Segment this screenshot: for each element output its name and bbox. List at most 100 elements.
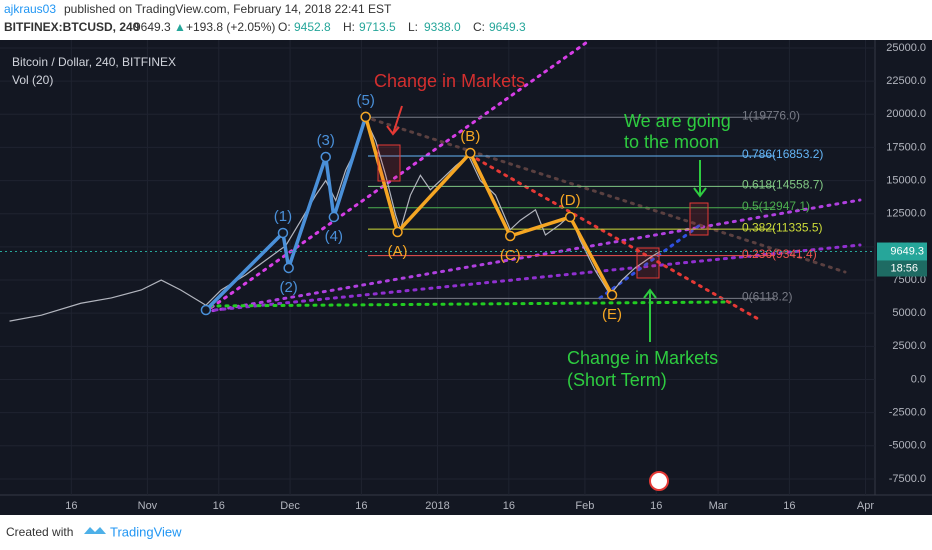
x-tick-label: Feb [575, 500, 594, 512]
footer-text: Created with [6, 525, 73, 539]
x-tick-label: 16 [213, 500, 225, 512]
arrows [386, 105, 707, 342]
x-tick-label: 16 [65, 500, 77, 512]
change: +193.8 (+2.05%) [186, 20, 275, 34]
fib-label: 0.618(14558.7) [742, 178, 823, 192]
y-tick-label: 22500.0 [886, 75, 926, 87]
annotation: Change in Markets [567, 348, 718, 368]
wave-point [564, 211, 576, 223]
y-tick-label: 0.0 [911, 373, 926, 385]
highlight-box [636, 247, 660, 279]
x-tick-label: 16 [650, 500, 662, 512]
wave-line [364, 116, 614, 296]
last-price-badge [877, 242, 927, 261]
wave-label: (5) [357, 92, 375, 109]
author[interactable]: ajkraus03 [4, 2, 56, 16]
chart-title: Bitcoin / Dollar, 240, BITFINEX [12, 55, 176, 69]
y-tick-label: 20000.0 [886, 108, 926, 120]
event-icon[interactable] [649, 471, 669, 491]
annotation: to the moon [624, 132, 719, 152]
x-tick-label: Dec [280, 500, 300, 512]
annotation: We are going [624, 111, 731, 131]
y-tick-label: 7500.0 [892, 274, 926, 286]
markers [377, 144, 709, 279]
wave-point [328, 211, 340, 223]
trendline [598, 223, 702, 300]
x-tick-label: 16 [355, 500, 367, 512]
symbol: BITFINEX:BTCUSD, 240 [4, 20, 140, 34]
header-bg [0, 0, 932, 40]
trendline [208, 300, 732, 308]
last: 9649.3 [134, 20, 171, 34]
trendlines [203, 38, 862, 322]
wave-label: (3) [317, 132, 335, 149]
y-tick-label: -5000.0 [889, 440, 926, 452]
ohlc-key: C: [473, 20, 485, 34]
fib-label: 1(19776.0) [742, 108, 800, 122]
wave-label: (B) [460, 128, 480, 145]
wave-line [204, 116, 368, 312]
wave-point [392, 226, 403, 238]
wave-label: (1) [274, 208, 292, 225]
y-tick-label: 12500.0 [886, 208, 926, 220]
wave-label: (E) [602, 306, 622, 323]
y-tick-label: 25000.0 [886, 42, 926, 54]
trendline [203, 198, 862, 314]
y-tick-label: 17500.0 [886, 141, 926, 153]
wave-label: (C) [500, 247, 521, 264]
fib-label: 0.236(9341.4) [742, 247, 817, 261]
x-tick-label: 2018 [425, 500, 449, 512]
fib-label: 0.382(11335.5) [742, 220, 823, 234]
fib-label: 0(6118.2) [742, 290, 792, 304]
ohlc-value: 9452.8 [294, 20, 331, 34]
arrow [386, 105, 403, 136]
highlight-box [689, 202, 709, 236]
wave-point [283, 262, 294, 274]
countdown: 18:56 [890, 262, 918, 274]
wave-point [360, 111, 371, 123]
ohlc-key: L: [408, 20, 418, 34]
annotation: Change in Markets [374, 71, 525, 91]
ohlc-key: O: [278, 20, 291, 34]
chart-bg [0, 40, 932, 515]
direction: ▲ [174, 20, 186, 34]
wave-label: (2) [279, 279, 297, 296]
footer-brand[interactable]: TradingView [110, 524, 182, 539]
ohlc-key: H: [343, 20, 355, 34]
wave-label: (4) [325, 228, 343, 245]
wave-label: (D) [560, 192, 581, 209]
published: published on TradingView.com, February 1… [64, 2, 392, 16]
arrow [693, 160, 707, 198]
fib-label: 0.786(16853.2) [742, 147, 823, 161]
annotation: (Short Term) [567, 370, 667, 390]
ohlc-value: 9338.0 [424, 20, 461, 34]
wave-point [277, 227, 289, 239]
countdown-badge [877, 260, 927, 277]
y-tick-label: -7500.0 [889, 473, 926, 485]
y-tick-label: 2500.0 [892, 340, 926, 352]
wave-label: (A) [388, 243, 408, 260]
logo [84, 527, 106, 534]
trendline [468, 153, 762, 322]
wave-point [505, 230, 516, 242]
x-tick-label: Nov [138, 500, 158, 512]
wave-point [606, 289, 618, 301]
footer-bg [0, 515, 932, 550]
x-tick-label: Apr [857, 500, 874, 512]
y-tick-label: -2500.0 [889, 407, 926, 419]
wave-point [465, 147, 476, 159]
y-tick-label: 15000.0 [886, 174, 926, 186]
x-tick-label: 16 [503, 500, 515, 512]
trendline [203, 38, 592, 314]
wave-point [320, 151, 331, 163]
wave-point [200, 304, 212, 316]
x-tick-label: Mar [709, 500, 728, 512]
ohlc-value: 9713.5 [359, 20, 396, 34]
last-price-label: 9649.3 [890, 245, 924, 257]
y-tick-label: 5000.0 [892, 307, 926, 319]
indicator: Vol (20) [12, 73, 53, 87]
arrow [643, 288, 657, 342]
fib-label: 0.5(12947.1) [742, 199, 810, 213]
